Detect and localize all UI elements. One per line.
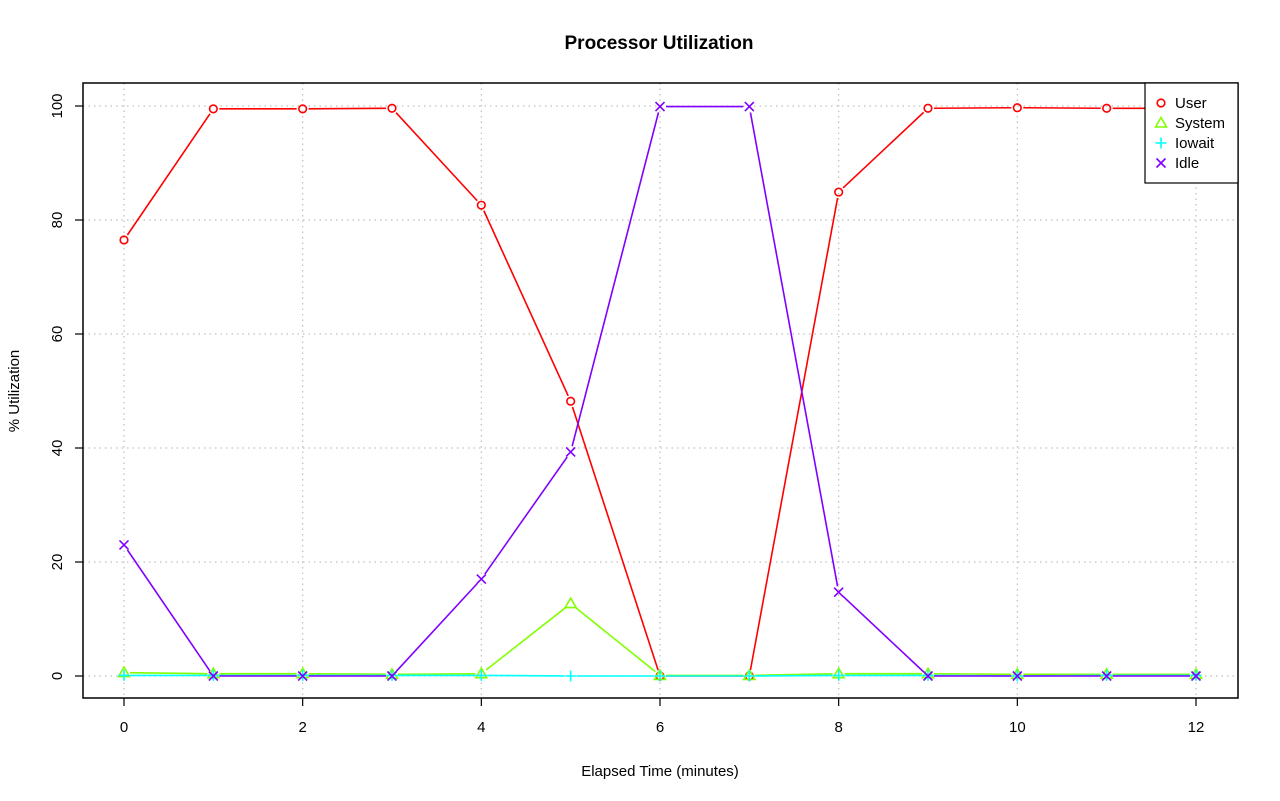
legend-marker-iowait xyxy=(1155,137,1167,149)
y-axis-label: % Utilization xyxy=(6,350,23,433)
data-point-idle xyxy=(1012,670,1023,682)
legend: User System Iowait Idle xyxy=(1144,82,1239,184)
data-point-idle xyxy=(922,670,934,682)
data-point-idle xyxy=(386,670,398,682)
series-line-segment xyxy=(571,112,660,447)
data-point-idle xyxy=(118,539,130,550)
legend-marker-system xyxy=(1154,115,1168,128)
data-point-idle xyxy=(297,670,308,682)
series-user xyxy=(119,103,1201,681)
data-point-user xyxy=(923,103,933,113)
series-line-segment xyxy=(395,582,478,673)
series-line-segment xyxy=(129,671,208,675)
data-point-iowait xyxy=(743,670,755,682)
y-tick-label: 20 xyxy=(49,554,66,571)
x-tick-label: 2 xyxy=(298,719,306,736)
data-point-user xyxy=(387,103,397,113)
series-line-segment xyxy=(842,111,925,189)
series-line-segment xyxy=(126,113,211,236)
series-line-segment xyxy=(749,197,839,671)
series-idle xyxy=(118,101,1202,682)
data-point-idle xyxy=(208,670,219,682)
legend-marker-user xyxy=(1156,98,1166,108)
data-point-iowait xyxy=(118,669,130,681)
x-axis-label: Elapsed Time (minutes) xyxy=(581,763,739,780)
legend-label-system: System xyxy=(1175,115,1225,132)
x-axis: 0 2 4 6 8 10 12 xyxy=(120,698,1205,736)
data-point-user xyxy=(1102,103,1112,113)
data-point-iowait xyxy=(475,669,487,681)
chart-title: Processor Utilization xyxy=(565,33,754,54)
series-line-segment xyxy=(126,549,211,672)
legend-label-idle: Idle xyxy=(1175,155,1199,172)
x-tick-label: 0 xyxy=(120,719,128,736)
legend-label-user: User xyxy=(1175,95,1207,112)
data-point-idle xyxy=(565,446,576,458)
data-point-idle xyxy=(1190,670,1202,682)
data-point-user xyxy=(1012,103,1022,113)
data-point-iowait xyxy=(565,670,577,682)
series-line-segment xyxy=(571,406,659,671)
series-line-segment xyxy=(755,673,833,677)
data-point-user xyxy=(834,187,844,197)
y-tick-label: 100 xyxy=(49,93,66,118)
data-point-idle xyxy=(476,574,487,585)
data-point-idle xyxy=(654,101,666,112)
data-point-system xyxy=(563,596,578,609)
series-line-segment xyxy=(485,606,567,671)
y-tick-label: 80 xyxy=(49,212,66,229)
data-point-iowait xyxy=(833,669,845,681)
data-point-user xyxy=(476,200,486,210)
x-tick-label: 4 xyxy=(477,719,485,736)
y-tick-label: 60 xyxy=(49,326,66,343)
data-point-idle xyxy=(833,587,844,598)
data-point-user xyxy=(566,396,576,406)
series-line-segment xyxy=(749,112,839,587)
series-line-segment xyxy=(483,210,569,397)
data-point-idle xyxy=(744,101,755,112)
data-point-user xyxy=(208,104,218,114)
series-layer xyxy=(117,101,1203,682)
data-point-user xyxy=(119,235,129,245)
series-line-segment xyxy=(574,606,656,673)
x-tick-label: 10 xyxy=(1009,719,1026,736)
grid xyxy=(83,83,1238,698)
legend-marker-idle xyxy=(1155,157,1167,169)
y-axis: 0 20 40 60 80 100 xyxy=(49,93,83,680)
series-line-segment xyxy=(484,456,568,575)
y-tick-label: 40 xyxy=(49,440,66,457)
legend-label-iowait: Iowait xyxy=(1175,135,1215,152)
data-point-user xyxy=(298,104,308,114)
x-tick-label: 12 xyxy=(1188,719,1205,736)
series-line-segment xyxy=(842,595,925,673)
data-point-iowait xyxy=(654,670,666,682)
series-line-segment xyxy=(395,112,478,202)
x-tick-label: 6 xyxy=(656,719,664,736)
data-point-idle xyxy=(1101,670,1112,682)
y-tick-label: 0 xyxy=(49,672,66,680)
x-tick-label: 8 xyxy=(834,719,842,736)
